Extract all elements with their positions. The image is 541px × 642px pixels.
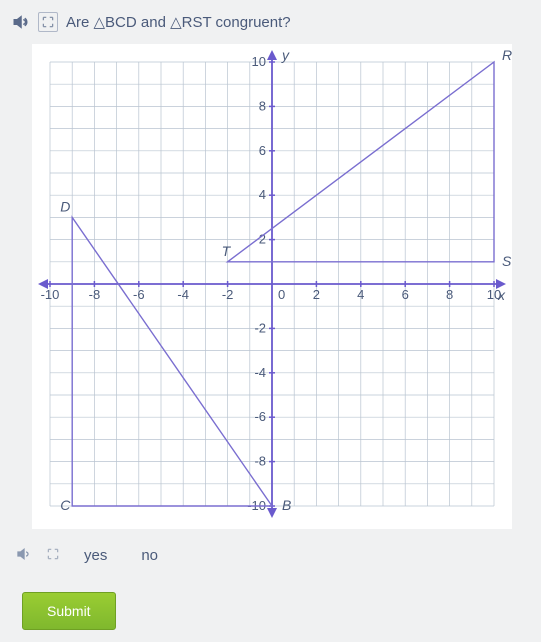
svg-text:2: 2 [313, 287, 320, 302]
svg-text:-6: -6 [254, 409, 266, 424]
svg-text:D: D [60, 198, 70, 214]
q-triangle-2: △RST [170, 14, 211, 31]
svg-text:4: 4 [259, 187, 266, 202]
svg-text:T: T [222, 243, 232, 259]
question-row: Are △BCD and △RST congruent? [12, 12, 529, 32]
svg-text:R: R [502, 47, 512, 63]
q-triangle-1: △BCD [94, 14, 137, 31]
expand-icon-small[interactable] [46, 547, 60, 564]
svg-text:y: y [281, 47, 290, 63]
svg-text:S: S [502, 253, 512, 269]
svg-text:8: 8 [446, 287, 453, 302]
speaker-icon-small[interactable] [16, 546, 32, 565]
svg-text:-2: -2 [222, 287, 234, 302]
expand-icon[interactable] [38, 12, 58, 32]
svg-text:10: 10 [487, 287, 501, 302]
svg-text:-10: -10 [41, 287, 60, 302]
coordinate-grid: xy-10-8-6-4-20246810-10-8-6-4-2246810BCD… [32, 44, 512, 529]
svg-text:4: 4 [357, 287, 364, 302]
svg-text:6: 6 [402, 287, 409, 302]
svg-text:-6: -6 [133, 287, 145, 302]
q-suffix: congruent? [211, 14, 290, 31]
svg-text:-4: -4 [254, 365, 266, 380]
answer-no[interactable]: no [131, 543, 168, 568]
svg-text:10: 10 [252, 54, 266, 69]
svg-text:6: 6 [259, 143, 266, 158]
submit-button[interactable]: Submit [22, 592, 116, 630]
q-mid: and [137, 14, 170, 31]
svg-text:-2: -2 [254, 320, 266, 335]
svg-text:-4: -4 [177, 287, 189, 302]
svg-text:-8: -8 [89, 287, 101, 302]
svg-text:8: 8 [259, 98, 266, 113]
answer-yes[interactable]: yes [74, 543, 117, 568]
speaker-icon[interactable] [12, 13, 30, 31]
q-prefix: Are [66, 14, 94, 31]
svg-text:C: C [60, 497, 71, 513]
answer-row: yes no [16, 543, 529, 568]
svg-text:0: 0 [278, 287, 285, 302]
grid-svg: xy-10-8-6-4-20246810-10-8-6-4-2246810BCD… [32, 44, 512, 524]
svg-text:B: B [282, 497, 291, 513]
question-text: Are △BCD and △RST congruent? [66, 13, 291, 31]
svg-text:-8: -8 [254, 454, 266, 469]
